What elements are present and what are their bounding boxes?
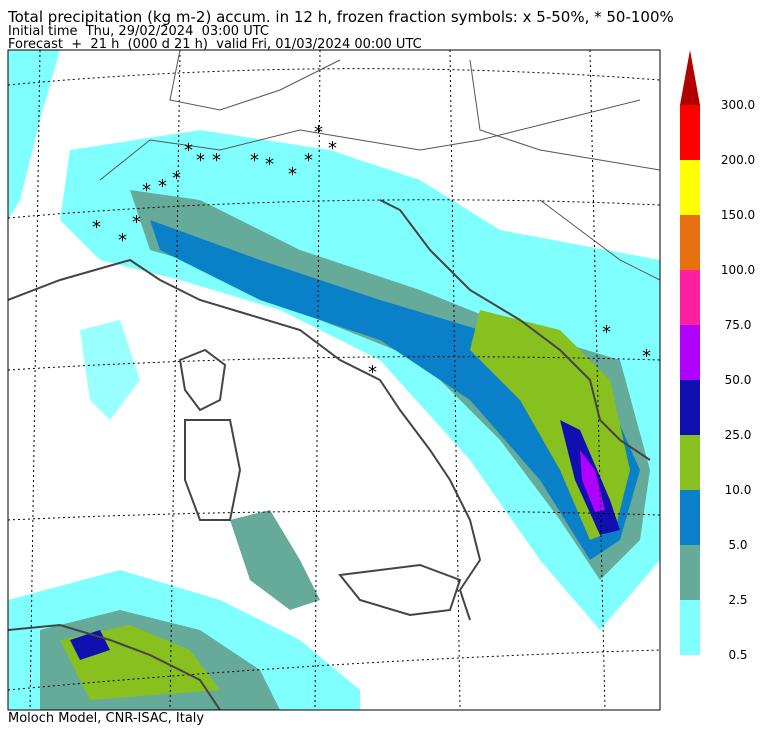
colorbar-label: 25.0 bbox=[725, 428, 752, 442]
colorbar-segment bbox=[680, 380, 700, 435]
colorbar-segment bbox=[680, 435, 700, 490]
svg-text:*: * bbox=[265, 154, 274, 175]
colorbar-label: 75.0 bbox=[725, 318, 752, 332]
svg-text:*: * bbox=[172, 168, 181, 189]
colorbar-label: 0.5 bbox=[728, 648, 747, 662]
svg-text:*: * bbox=[250, 150, 259, 171]
colorbar-segment bbox=[680, 325, 700, 380]
colorbar-label: 100.0 bbox=[721, 263, 755, 277]
footer: Moloch Model, CNR-ISAC, Italy bbox=[8, 711, 204, 726]
map: *** * * * * * * * * * *** *** bbox=[7, 49, 661, 711]
map-title: Total precipitation (kg m-2) accum. in 1… bbox=[7, 8, 674, 26]
svg-text:*: * bbox=[314, 122, 323, 143]
forecast-time: Forecast + 21 h (000 d 21 h) valid Fri, … bbox=[8, 37, 422, 52]
svg-text:*: * bbox=[92, 217, 101, 238]
colorbar-segment bbox=[680, 270, 700, 325]
colorbar-segment bbox=[680, 600, 700, 655]
svg-text:*: * bbox=[304, 150, 313, 171]
svg-text:*: * bbox=[118, 230, 127, 251]
svg-text:*: * bbox=[184, 140, 193, 161]
colorbar-segment bbox=[680, 215, 700, 270]
colorbar-label: 200.0 bbox=[721, 153, 755, 167]
colorbar: 0.5 2.5 5.0 10.0 25.0 50.0 75.0 100.0 150.0 200.0… bbox=[680, 50, 755, 662]
colorbar-label: 5.0 bbox=[728, 538, 747, 552]
svg-text:*: * bbox=[196, 150, 205, 171]
svg-text:*: * bbox=[132, 212, 141, 233]
svg-text:*: * bbox=[642, 346, 651, 367]
svg-text:*: * bbox=[602, 322, 611, 343]
svg-text:*: * bbox=[328, 138, 337, 159]
colorbar-extension bbox=[680, 50, 700, 105]
initial-time: Initial time Thu, 29/02/2024 03:00 UTC bbox=[8, 24, 269, 39]
svg-text:*: * bbox=[368, 362, 377, 383]
svg-text:*: * bbox=[212, 150, 221, 171]
colorbar-label: 10.0 bbox=[725, 483, 752, 497]
colorbar-label: 150.0 bbox=[721, 208, 755, 222]
colorbar-segment bbox=[680, 160, 700, 215]
svg-text:*: * bbox=[288, 164, 297, 185]
colorbar-label: 50.0 bbox=[725, 373, 752, 387]
colorbar-segment bbox=[680, 545, 700, 600]
colorbar-segment bbox=[680, 105, 700, 160]
svg-text:*: * bbox=[142, 180, 151, 201]
colorbar-segment bbox=[680, 490, 700, 545]
svg-text:*: * bbox=[158, 176, 167, 197]
colorbar-label: 2.5 bbox=[728, 593, 747, 607]
colorbar-label: 300.0 bbox=[721, 98, 755, 112]
